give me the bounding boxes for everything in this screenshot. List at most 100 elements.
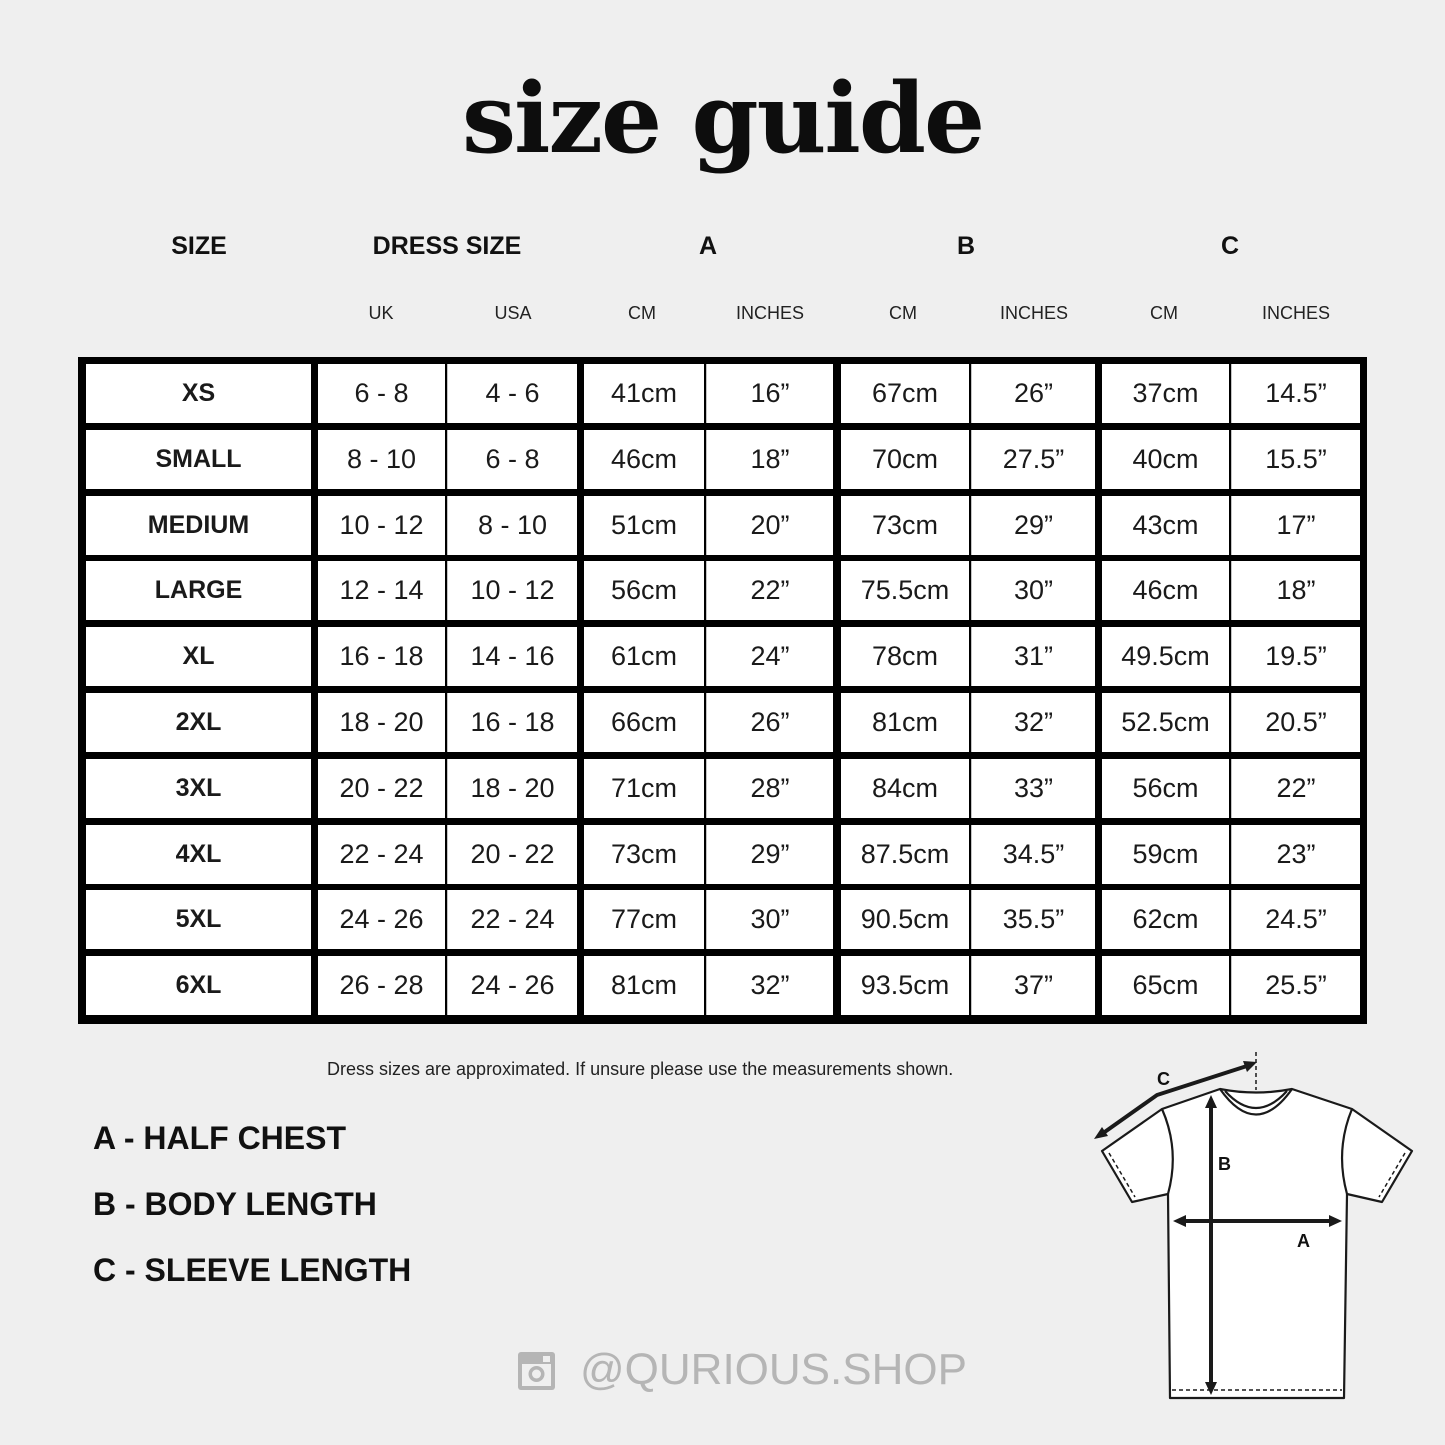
table-cell-c-cm: 65cm bbox=[1102, 956, 1229, 1016]
table-cell-a-inches: 30” bbox=[706, 890, 833, 950]
table-cell-a-inches: 26” bbox=[706, 693, 833, 752]
legend-c: C - SLEEVE LENGTH bbox=[93, 1252, 412, 1288]
table-cell-c-inches: 19.5” bbox=[1231, 627, 1360, 687]
table-cell-uk: 24 - 26 bbox=[318, 890, 445, 950]
table-cell-b-cm: 73cm bbox=[841, 495, 969, 555]
page-title: size guide bbox=[461, 62, 985, 175]
table-cell-b-cm: 67cm bbox=[841, 364, 969, 423]
table-cell-a-cm: 81cm bbox=[584, 956, 704, 1016]
subheader-b-inches: INCHES bbox=[999, 303, 1069, 323]
table-cell-uk: 6 - 8 bbox=[318, 364, 445, 423]
tshirt-diagram: C B A bbox=[1094, 1052, 1414, 1400]
table-cell-usa: 10 - 12 bbox=[447, 561, 577, 621]
table-cell-a-inches: 24” bbox=[706, 627, 833, 687]
table-cell-a-cm: 71cm bbox=[584, 758, 704, 818]
size-label-cell: 6XL bbox=[86, 956, 311, 1016]
table-cell-c-inches: 14.5” bbox=[1231, 364, 1360, 423]
table-cell-b-inches: 37” bbox=[971, 956, 1095, 1016]
subheader-usa: USA bbox=[494, 303, 532, 323]
size-label-cell: 2XL bbox=[86, 693, 311, 752]
table-cell-a-inches: 20” bbox=[706, 495, 833, 555]
table-cell-uk: 22 - 24 bbox=[318, 824, 445, 884]
table-cell-b-inches: 29” bbox=[971, 495, 1095, 555]
table-cell-usa: 4 - 6 bbox=[447, 364, 577, 423]
table-cell-a-cm: 73cm bbox=[584, 824, 704, 884]
table-cell-b-cm: 93.5cm bbox=[841, 956, 969, 1016]
table-cell-b-cm: 81cm bbox=[841, 693, 969, 752]
table-cell-c-inches: 24.5” bbox=[1231, 890, 1360, 950]
table-cell-usa: 24 - 26 bbox=[447, 956, 577, 1016]
table-cell-a-cm: 51cm bbox=[584, 495, 704, 555]
table-cell-b-cm: 70cm bbox=[841, 429, 969, 489]
table-cell-usa: 8 - 10 bbox=[447, 495, 577, 555]
table-cell-a-inches: 32” bbox=[706, 956, 833, 1016]
subheader-uk: UK bbox=[368, 303, 394, 323]
size-label-cell: 3XL bbox=[86, 758, 311, 818]
table-cell-usa: 14 - 16 bbox=[447, 627, 577, 687]
table-cell-b-cm: 87.5cm bbox=[841, 824, 969, 884]
table-cell-b-inches: 33” bbox=[971, 758, 1095, 818]
table-cell-a-cm: 56cm bbox=[584, 561, 704, 621]
header-a: A bbox=[698, 232, 718, 260]
table-cell-b-inches: 30” bbox=[971, 561, 1095, 621]
table-cell-usa: 20 - 22 bbox=[447, 824, 577, 884]
header-c: C bbox=[1220, 232, 1240, 260]
table-cell-c-inches: 25.5” bbox=[1231, 956, 1360, 1016]
diagram-label-a: A bbox=[1297, 1231, 1310, 1251]
header-size: SIZE bbox=[171, 232, 227, 260]
table-cell-c-cm: 43cm bbox=[1102, 495, 1229, 555]
table-cell-a-cm: 41cm bbox=[584, 364, 704, 423]
dress-size-note: Dress sizes are approximated. If unsure … bbox=[327, 1059, 954, 1079]
table-cell-c-inches: 22” bbox=[1231, 758, 1360, 818]
subheader-c-cm: CM bbox=[1150, 303, 1178, 323]
table-cell-c-cm: 62cm bbox=[1102, 890, 1229, 950]
table-cell-uk: 26 - 28 bbox=[318, 956, 445, 1016]
table-cell-b-cm: 90.5cm bbox=[841, 890, 969, 950]
instagram-icon bbox=[518, 1352, 555, 1390]
size-label-cell: XS bbox=[86, 364, 311, 423]
table-cell-a-cm: 77cm bbox=[584, 890, 704, 950]
table-cell-usa: 22 - 24 bbox=[447, 890, 577, 950]
table-cell-uk: 16 - 18 bbox=[318, 627, 445, 687]
table-cell-a-cm: 61cm bbox=[584, 627, 704, 687]
table-cell-c-cm: 37cm bbox=[1102, 364, 1229, 423]
table-cell-b-inches: 34.5” bbox=[971, 824, 1095, 884]
table-cell-a-inches: 16” bbox=[706, 364, 833, 423]
table-cell-b-cm: 75.5cm bbox=[841, 561, 969, 621]
table-cell-b-inches: 32” bbox=[971, 693, 1095, 752]
header-b: B bbox=[956, 232, 976, 260]
table-cell-a-inches: 28” bbox=[706, 758, 833, 818]
size-label-cell: SMALL bbox=[86, 429, 311, 489]
table-cell-c-cm: 59cm bbox=[1102, 824, 1229, 884]
table-cell-c-cm: 40cm bbox=[1102, 429, 1229, 489]
legend-a: A - HALF CHEST bbox=[93, 1120, 347, 1156]
subheader-a-cm: CM bbox=[628, 303, 656, 323]
size-label-cell: 5XL bbox=[86, 890, 311, 950]
subheader-a-inches: INCHES bbox=[735, 303, 805, 323]
table-cell-c-inches: 20.5” bbox=[1231, 693, 1360, 752]
table-cell-c-inches: 18” bbox=[1231, 561, 1360, 621]
table-cell-b-cm: 78cm bbox=[841, 627, 969, 687]
table-cell-a-cm: 66cm bbox=[584, 693, 704, 752]
table-cell-b-inches: 31” bbox=[971, 627, 1095, 687]
table-cell-uk: 10 - 12 bbox=[318, 495, 445, 555]
table-cell-a-inches: 22” bbox=[706, 561, 833, 621]
table-cell-b-inches: 26” bbox=[971, 364, 1095, 423]
subheader-c-inches: INCHES bbox=[1261, 303, 1331, 323]
table-cell-c-cm: 56cm bbox=[1102, 758, 1229, 818]
table-cell-usa: 18 - 20 bbox=[447, 758, 577, 818]
table-cell-b-inches: 35.5” bbox=[971, 890, 1095, 950]
table-cell-usa: 6 - 8 bbox=[447, 429, 577, 489]
diagram-label-c: C bbox=[1157, 1069, 1170, 1089]
table-cell-b-cm: 84cm bbox=[841, 758, 969, 818]
table-cell-uk: 8 - 10 bbox=[318, 429, 445, 489]
table-cell-a-inches: 18” bbox=[706, 429, 833, 489]
legend-b: B - BODY LENGTH bbox=[93, 1186, 377, 1222]
size-label-cell: LARGE bbox=[86, 561, 311, 621]
table-cell-c-inches: 23” bbox=[1231, 824, 1360, 884]
table-cell-c-cm: 46cm bbox=[1102, 561, 1229, 621]
header-dress-size: DRESS SIZE bbox=[372, 232, 522, 260]
table-cell-c-inches: 15.5” bbox=[1231, 429, 1360, 489]
subheader-b-cm: CM bbox=[889, 303, 917, 323]
